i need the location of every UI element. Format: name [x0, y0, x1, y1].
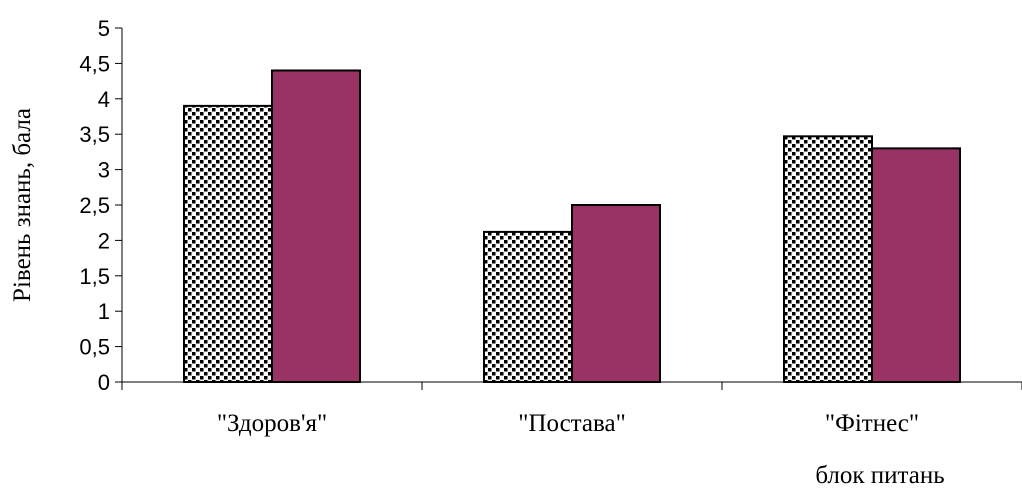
- x-axis-ticks: "Здоров'я" "Постава" "Фітнес": [121, 382, 1022, 437]
- bars-group: [183, 69, 961, 383]
- y-tick-label: 5: [98, 16, 110, 41]
- x-category-label: "Здоров'я": [217, 410, 327, 437]
- bar-series-1-0: [183, 104, 273, 383]
- y-tick-label: 2,5: [79, 193, 110, 218]
- y-tick-label: 3: [98, 158, 110, 183]
- x-category-label: "Постава": [518, 410, 626, 437]
- x-category-label: "Фітнес": [825, 410, 919, 437]
- y-tick-label: 1,5: [79, 264, 110, 289]
- y-tick-label: 4,5: [79, 51, 110, 76]
- bar-series-1-1: [483, 230, 573, 383]
- bar-series-1-2: [783, 135, 873, 383]
- bar-series-2-1: [571, 204, 661, 383]
- bar-series-2-0: [271, 69, 361, 383]
- y-tick-label: 3,5: [79, 122, 110, 147]
- y-tick-label: 0: [98, 370, 110, 395]
- y-axis-ticks: 0 0,5 1 1,5 2 2,5 3 3,5 4 4,5 5: [79, 16, 122, 395]
- y-tick-label: 1: [98, 299, 110, 324]
- y-tick-label: 0,5: [79, 335, 110, 360]
- y-tick-label: 4: [98, 87, 110, 112]
- y-tick-label: 2: [98, 228, 110, 253]
- x-axis-title: блок питань: [815, 462, 944, 488]
- y-axis-title: Рівень знань, бала: [9, 108, 36, 302]
- bar-series-2-2: [871, 147, 961, 383]
